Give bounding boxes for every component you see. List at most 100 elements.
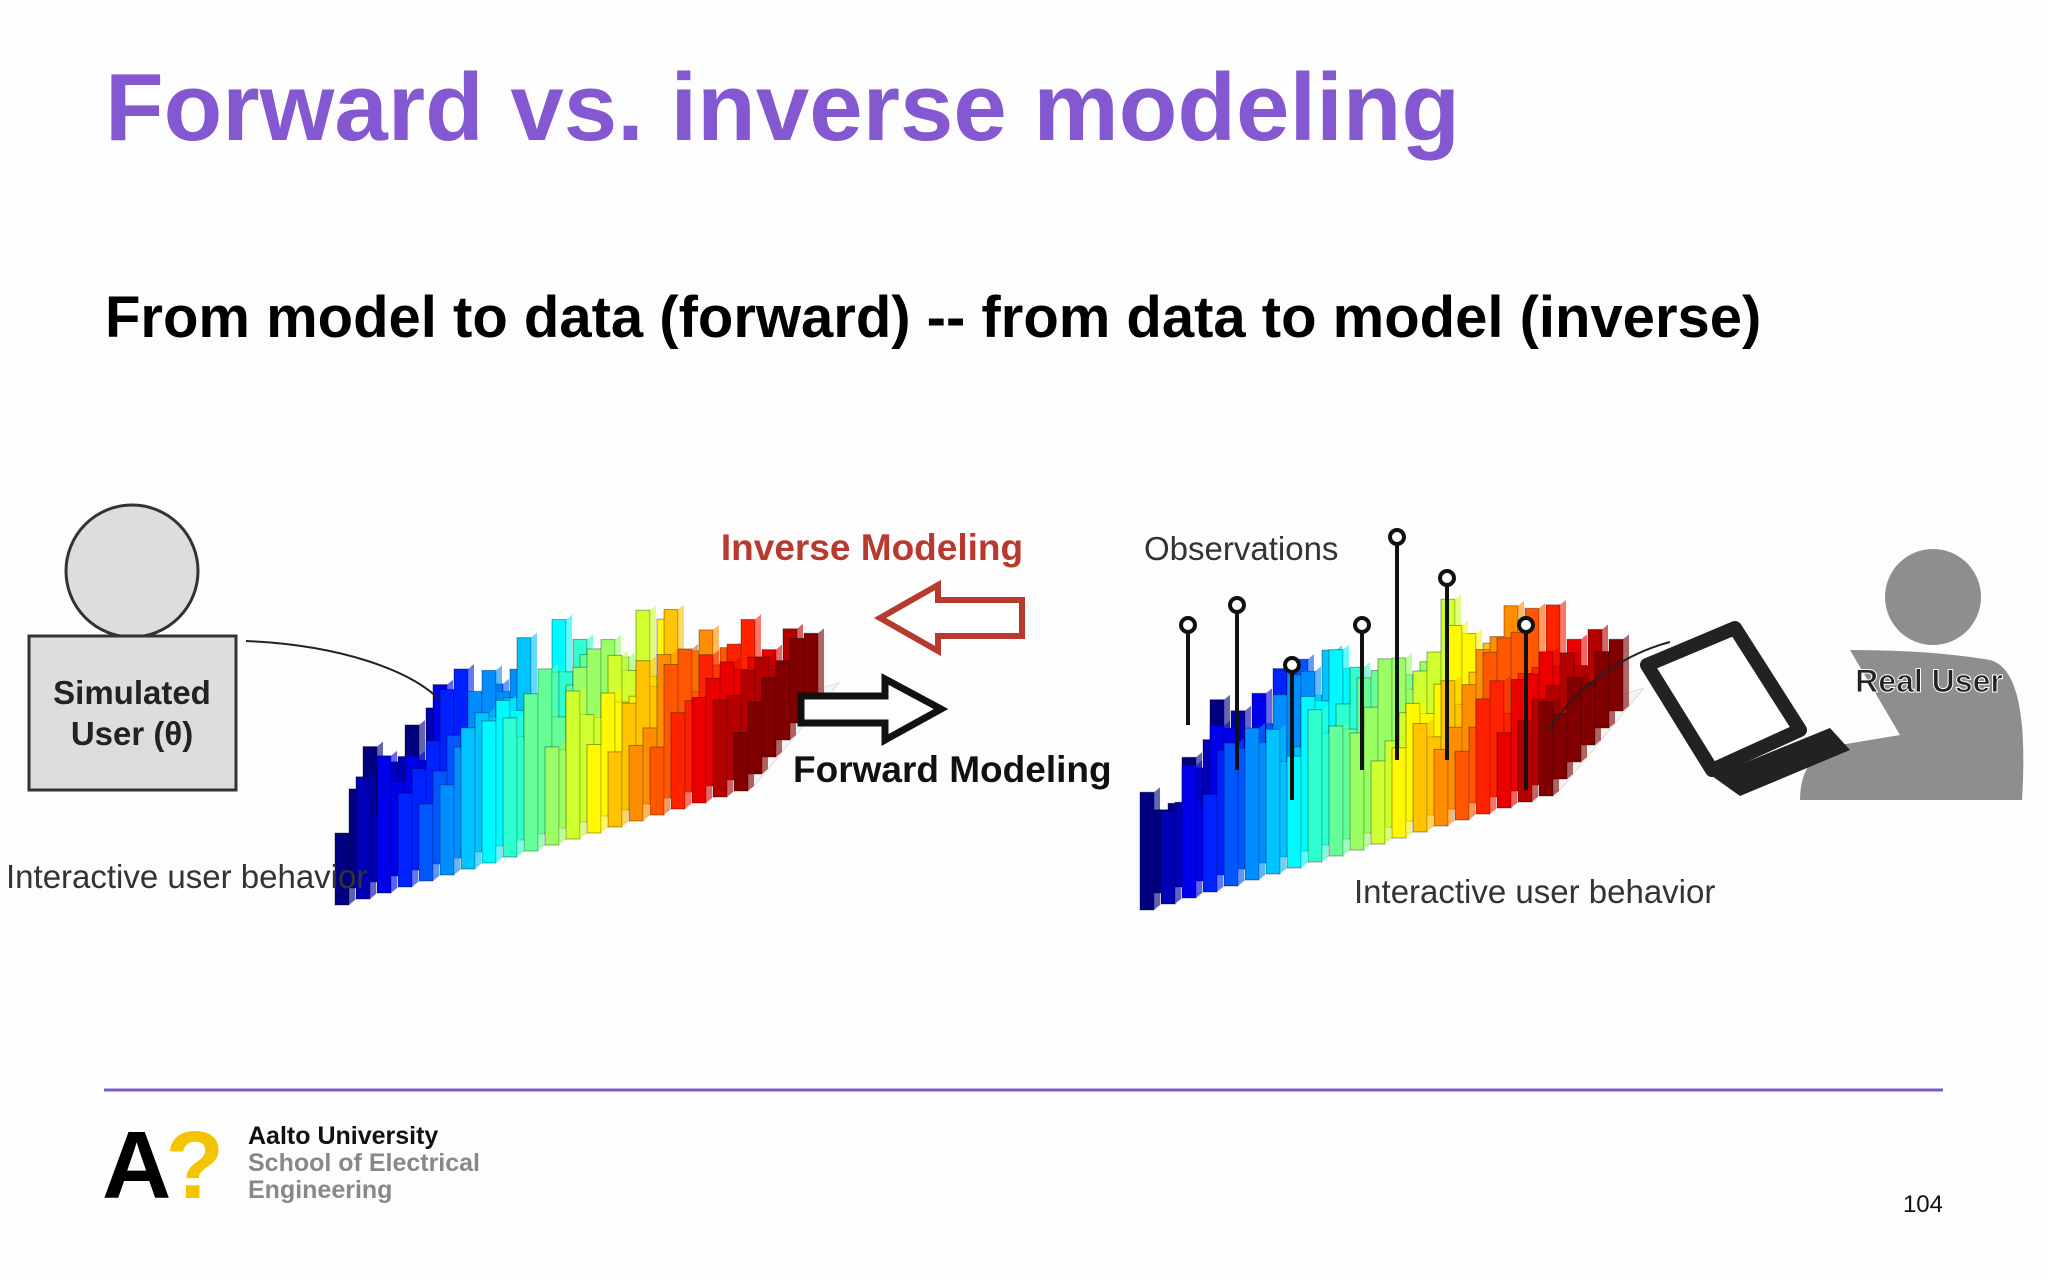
forward-label: Forward Modeling: [793, 749, 1112, 790]
decorative-bar-side: [748, 727, 754, 791]
decorative-bar-side: [1595, 677, 1601, 745]
simulated-user-head: [64, 503, 200, 639]
decorative-bar-side: [601, 739, 607, 833]
observation-point: [1517, 616, 1535, 634]
decorative-bar-side: [1532, 716, 1538, 802]
decorative-bar-side: [1175, 806, 1181, 904]
simulated-user-body: [27, 634, 238, 792]
decorative-bar-side: [1567, 708, 1573, 779]
decorative-bar-side: [1301, 751, 1307, 868]
decorative-bar-side: [580, 686, 586, 839]
decorative-bar: [502, 717, 518, 858]
observations-label: Observations: [1144, 530, 1338, 567]
decorative-bar-side: [1490, 693, 1496, 814]
logo-glyph: A: [102, 1112, 169, 1219]
decorative-bar-side: [433, 798, 439, 881]
connector: [245, 640, 441, 701]
decorative-bar-side: [1196, 760, 1202, 898]
slide-title: Forward vs. inverse modeling: [105, 54, 1460, 161]
decorative-bar-side: [349, 828, 355, 905]
decorative-bar-side: [1511, 727, 1517, 808]
decorative-bar-side: [559, 741, 565, 845]
decorative-bar-side: [370, 771, 376, 899]
decorative-bar-side: [1364, 727, 1370, 850]
inverse-arrow: [873, 579, 1025, 657]
observation-point: [1353, 616, 1371, 634]
decorative-bar: [1307, 709, 1323, 863]
decorative-bar: [1433, 748, 1449, 827]
laptop-screen: [1640, 621, 1807, 777]
decorative-bar: [1181, 764, 1197, 899]
left-bar-chart-illustration: [333, 604, 841, 906]
logo: A?: [102, 1112, 219, 1219]
inverse-label: Inverse Modeling: [721, 527, 1023, 568]
school-name: Engineering: [248, 1176, 392, 1204]
decorative-bar: [544, 746, 560, 846]
decorative-bar: [712, 699, 728, 798]
decorative-bar-side: [1553, 697, 1559, 796]
decorative-bar-side: [706, 692, 712, 803]
observation-point: [1179, 616, 1197, 634]
decorative-bar-side: [496, 715, 502, 863]
decorative-bar: [1160, 810, 1176, 905]
observation-point: [1228, 596, 1246, 614]
real-user-arm: [1850, 740, 1912, 770]
decorative-bar-side: [1343, 721, 1349, 856]
right-caption: Interactive user behavior: [1354, 873, 1715, 910]
decorative-bar-side: [1322, 704, 1328, 862]
decorative-bar-side: [1259, 723, 1265, 880]
decorative-bar-side: [622, 746, 628, 827]
decorative-bar-side: [517, 712, 523, 857]
decorative-bar: [1202, 793, 1218, 893]
decorative-bar: [418, 803, 434, 882]
decorative-bar-side: [776, 672, 782, 757]
decorative-bar: [397, 792, 413, 888]
decorative-bar: [1454, 750, 1470, 821]
real-user-body: [1800, 650, 2024, 800]
decorative-bar-side: [1623, 634, 1629, 711]
decorative-bar-side: [790, 655, 796, 740]
decorative-bar-side: [685, 707, 691, 809]
decorative-bar: [586, 744, 602, 834]
decorative-bar-side: [412, 788, 418, 887]
decorative-bar-side: [454, 779, 460, 875]
decorative-bar-side: [1581, 672, 1587, 762]
decorative-bar: [607, 751, 623, 828]
decorative-bar-side: [664, 742, 670, 815]
logo-glyph: ?: [165, 1112, 219, 1219]
decorative-bar-side: [1469, 746, 1475, 820]
decorative-bar-side: [1154, 787, 1160, 910]
decorative-bar-side: [818, 628, 824, 706]
decorative-bar-side: [1238, 738, 1244, 886]
decorative-bar-side: [727, 695, 733, 797]
decorative-bar: [1370, 760, 1386, 845]
school-name: School of Electrical: [248, 1149, 480, 1177]
decorative-bar-side: [643, 740, 649, 821]
real-user-label: Real User: [1855, 663, 2003, 699]
decorative-bar-side: [1406, 742, 1412, 838]
decorative-bar: [1244, 727, 1260, 881]
decorative-bar: [523, 693, 539, 852]
real-user-head: [1885, 549, 1981, 645]
decorative-bar: [1538, 701, 1554, 797]
decorative-bar: [733, 731, 749, 792]
decorative-bar: [1328, 725, 1344, 857]
decorative-bar: [1139, 791, 1155, 911]
observation-point: [1283, 656, 1301, 674]
decorative-bar: [691, 697, 707, 804]
slide-subtitle: From model to data (forward) -- from dat…: [105, 285, 1761, 350]
decorative-bar: [1412, 722, 1428, 833]
decorative-bar: [460, 727, 476, 870]
decorative-bar: [565, 690, 581, 840]
left-caption: Interactive user behavior: [6, 858, 367, 895]
decorative-bar-side: [762, 697, 768, 774]
decorative-bar: [1475, 698, 1491, 815]
observation-stems: [1179, 528, 1535, 800]
decorative-bar: [1496, 732, 1512, 809]
decorative-bar-side: [391, 750, 397, 893]
decorative-bar: [1391, 747, 1407, 839]
decorative-bar: [628, 744, 644, 822]
decorative-bar-side: [1217, 789, 1223, 892]
